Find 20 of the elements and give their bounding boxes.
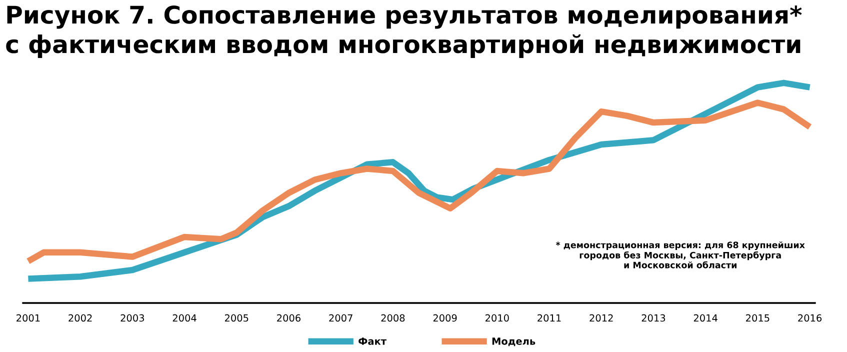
x-tick-label: 2014 [694,314,718,322]
x-tick-label: 2015 [746,314,770,322]
x-tick-label: 2011 [538,314,561,322]
annotation: * демонстрационная версия: для 68 крупнейших городов без Москвы, Санкт-Петербурга и Московской области [556,241,805,268]
x-tick-label: 2003 [120,314,144,322]
x-tick-label: 2008 [381,314,405,322]
x-tick-label: 2009 [433,314,457,322]
legend-label: Модель [492,338,536,346]
x-tick-label: 2005 [224,314,248,322]
x-tick-label: 2013 [642,314,666,322]
x-tick-label: 2010 [486,314,509,322]
chart-title: Рисунок 7. Сопоставление результатов моделирования* с фактическим вводом многоквартирной недвижимости [6,6,802,58]
x-tick-label: 2001 [16,314,40,322]
x-tick-label: 2006 [277,314,300,322]
x-tick-label: 2007 [329,314,352,322]
legend-label: Факт [358,338,386,345]
x-tick-label: 2012 [590,314,613,322]
x-tick-label: 2016 [798,314,822,322]
x-tick-label: 2004 [172,314,196,322]
x-tick-label: 2002 [68,314,92,322]
